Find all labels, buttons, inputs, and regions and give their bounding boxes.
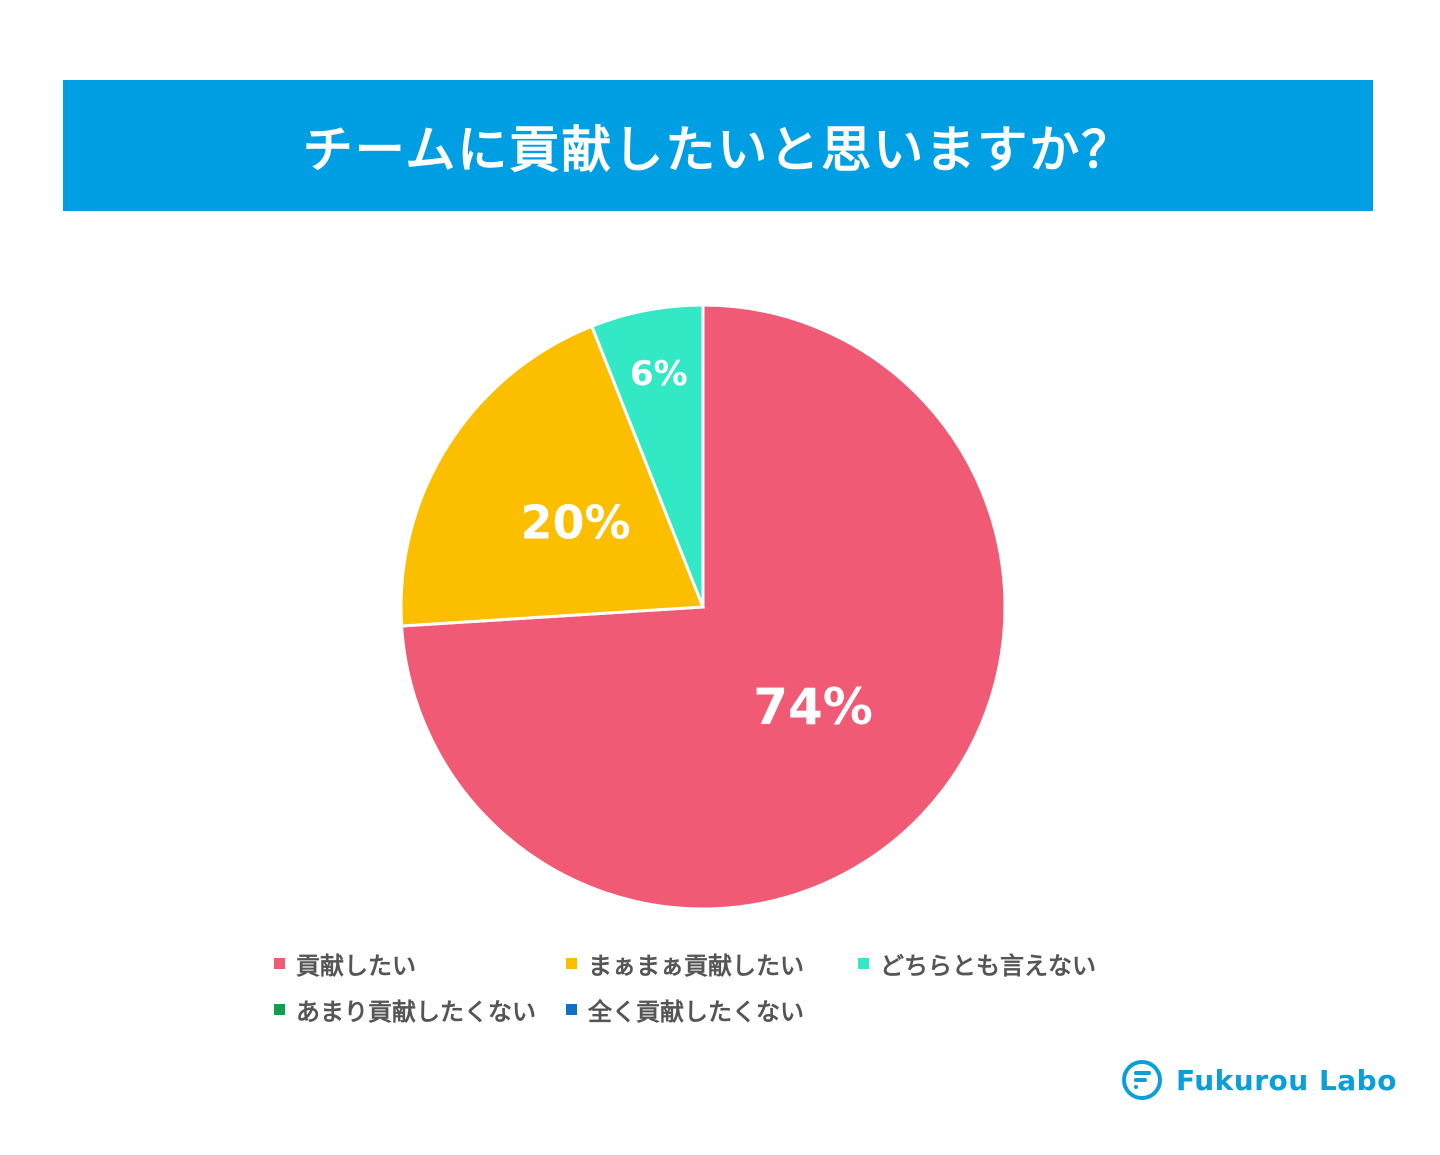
legend-label: 全く貢献したくない (588, 997, 804, 1026)
legend-item: どちらとも言えない (858, 946, 1096, 981)
fukurou-logo-icon (1122, 1060, 1162, 1100)
slice-label: 20% (520, 496, 630, 550)
chart-title: チームに貢献したいと思いますか？ (302, 120, 1134, 179)
legend-swatch (566, 957, 577, 969)
pie-slice (589, 303, 705, 608)
legend-swatch (274, 957, 285, 969)
legend-row-2: あまり貢献したくない 全く貢献したくない (274, 986, 1174, 1032)
legend-item: あまり貢献したくない (274, 992, 566, 1027)
pie-slice (399, 324, 706, 628)
legend-label: どちらとも言えない (880, 951, 1096, 980)
legend-item: まぁまぁ貢献したい (566, 946, 858, 981)
legend-item: 貢献したい (274, 946, 566, 981)
legend-swatch (274, 1003, 285, 1015)
legend-item: 全く貢献したくない (566, 992, 804, 1027)
legend-label: 貢献したい (296, 951, 416, 980)
legend-row-1: 貢献したい まぁまぁ貢献したい どちらとも言えない (274, 940, 1174, 986)
legend-swatch (858, 957, 869, 969)
legend-swatch (566, 1003, 577, 1015)
title-banner: チームに貢献したいと思いますか？ (63, 80, 1373, 211)
legend-label: まぁまぁ貢献したい (588, 951, 804, 980)
slice-label: 74% (753, 678, 873, 736)
legend-label: あまり貢献したくない (296, 997, 536, 1026)
slice-label: 6% (630, 354, 688, 394)
chart-legend: 貢献したい まぁまぁ貢献したい どちらとも言えない あまり貢献したくない 全く貢… (274, 940, 1174, 1032)
brand-logo: Fukurou Labo (1120, 1055, 1397, 1105)
logo-text: Fukurou Labo (1176, 1063, 1397, 1097)
